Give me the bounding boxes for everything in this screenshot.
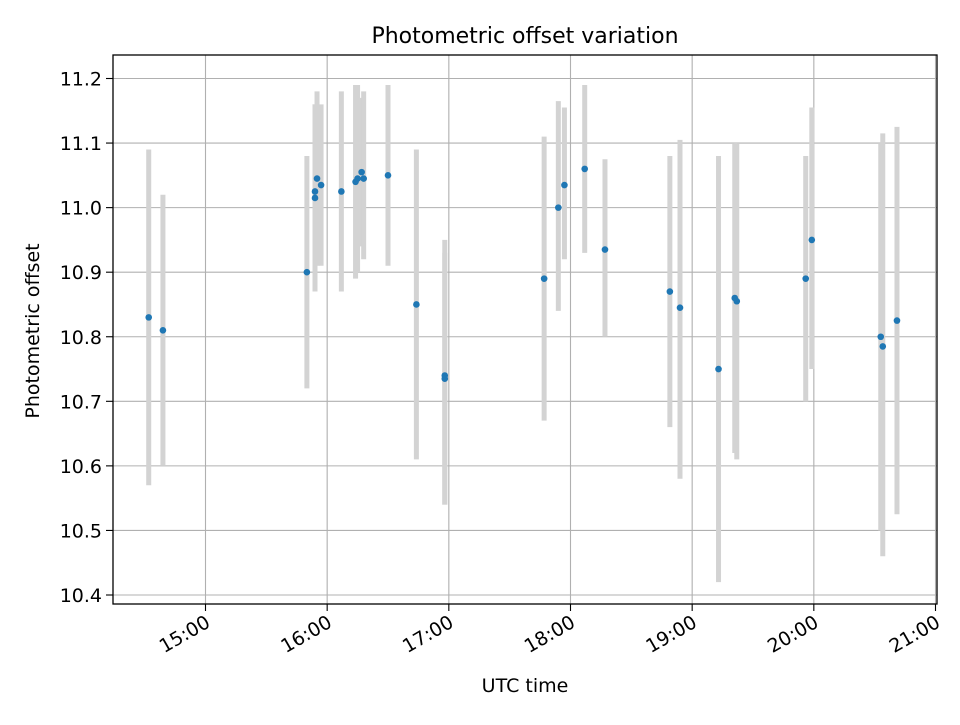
data-point <box>877 333 885 341</box>
y-tick-label: 11.1 <box>60 133 102 155</box>
data-point <box>317 181 325 189</box>
data-point <box>733 297 741 305</box>
chart-title: Photometric offset variation <box>371 24 678 49</box>
y-tick-label: 10.9 <box>60 262 102 284</box>
data-point <box>601 246 609 253</box>
data-point <box>666 288 674 295</box>
data-point <box>581 165 588 173</box>
y-tick-label: 10.5 <box>60 520 102 542</box>
data-point <box>540 275 548 282</box>
y-tick-label: 10.6 <box>60 456 102 478</box>
data-point <box>313 175 321 182</box>
data-point <box>384 172 392 179</box>
y-axis-label: Photometric offset <box>22 243 44 418</box>
y-tick-label: 11.0 <box>60 198 102 220</box>
data-points <box>145 165 901 383</box>
data-point <box>159 326 167 334</box>
data-point <box>561 181 568 189</box>
data-point <box>145 314 153 321</box>
data-point <box>808 236 816 244</box>
data-point <box>354 175 361 182</box>
data-point <box>441 375 449 383</box>
data-point <box>413 301 420 308</box>
y-axis-ticks: 10.4 10.5 10.6 10.7 10.8 10.9 11.0 11.1 11.2 <box>60 69 113 607</box>
data-point <box>358 168 365 176</box>
y-tick-label: 11.2 <box>60 69 102 91</box>
data-point <box>360 175 367 182</box>
data-point <box>715 365 722 373</box>
plot-frame <box>112 54 938 605</box>
data-point <box>893 317 901 324</box>
data-point <box>311 188 319 195</box>
y-tick-label: 10.8 <box>60 327 102 349</box>
y-tick-label: 10.4 <box>60 585 102 607</box>
data-point <box>802 275 810 282</box>
data-point <box>676 304 684 311</box>
data-point <box>879 343 887 350</box>
y-tick-label: 10.7 <box>60 391 102 413</box>
data-point <box>311 194 319 202</box>
data-point <box>303 268 311 276</box>
data-point <box>338 188 345 195</box>
data-point <box>555 204 562 211</box>
x-axis-label: UTC time <box>482 675 569 697</box>
